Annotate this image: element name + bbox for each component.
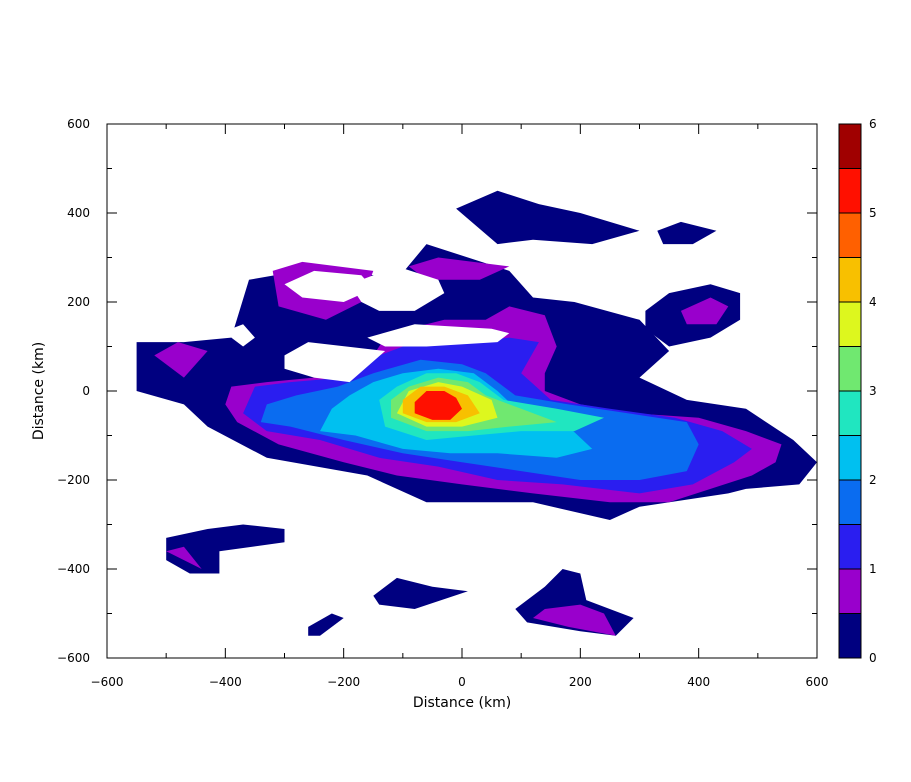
- colorbar-cell-2: [838, 524, 862, 570]
- y-tick-label: 600: [67, 117, 90, 131]
- contour-region-level-1-9: [154, 342, 208, 378]
- colorbar-cell-6: [838, 346, 862, 392]
- y-tick-label: 0: [82, 384, 90, 398]
- colorbar-label: 1: [869, 562, 877, 576]
- contour-region-level-1-11: [408, 257, 510, 280]
- x-tick-label: 200: [569, 675, 592, 689]
- contour-gap-4: [367, 324, 510, 347]
- y-axis-ticks: 600 400 200 0 −200 −400 −600: [57, 117, 817, 665]
- contour-region-level-1-12: [680, 297, 729, 325]
- colorbar-label: 4: [869, 295, 877, 309]
- contour-fills: [136, 190, 818, 636]
- colorbar-cell-7: [838, 301, 862, 347]
- y-axis-label: Distance (km): [31, 342, 47, 440]
- colorbar: 0 1 2 3 4 5 6: [838, 117, 877, 665]
- contour-gap-0: [284, 270, 374, 302]
- contour-region-level-10-22: [414, 391, 462, 420]
- y-tick-label: −400: [57, 562, 90, 576]
- x-tick-label: 0: [458, 675, 466, 689]
- x-tick-label: −200: [327, 675, 360, 689]
- y-tick-label: 200: [67, 295, 90, 309]
- contour-gap-1: [284, 342, 386, 383]
- colorbar-cell-11: [838, 123, 862, 169]
- contour-region-level-0-5: [373, 577, 468, 609]
- contour-region-level-0-4: [166, 524, 285, 574]
- x-axis-ticks: −600 −400 −200 0 200 400 600: [91, 124, 829, 689]
- contour-gap-2: [231, 324, 255, 347]
- y-tick-label: −200: [57, 473, 90, 487]
- colorbar-cell-4: [838, 435, 862, 481]
- colorbar-ticks: 0 1 2 3 4 5 6: [869, 117, 877, 665]
- colorbar-cell-0: [838, 613, 862, 659]
- x-tick-label: 600: [806, 675, 829, 689]
- contour-region-level-0-6: [308, 613, 344, 636]
- colorbar-cell-10: [838, 168, 862, 214]
- colorbar-cell-9: [838, 212, 862, 258]
- y-tick-label: 400: [67, 206, 90, 220]
- x-tick-label: −600: [91, 675, 124, 689]
- x-tick-label: 400: [687, 675, 710, 689]
- colorbar-label: 5: [869, 206, 877, 220]
- contour-region-level-0-2: [657, 221, 717, 245]
- contour-region-level-0-1: [456, 190, 640, 245]
- contour-region-level-1-14: [166, 546, 202, 569]
- x-tick-label: −400: [209, 675, 242, 689]
- colorbar-label: 6: [869, 117, 877, 131]
- colorbar-label: 2: [869, 473, 877, 487]
- contour-region-level-1-13: [533, 604, 616, 636]
- colorbar-label: 0: [869, 651, 877, 665]
- colorbar-cell-3: [838, 479, 862, 525]
- colorbar-cell-1: [838, 568, 862, 614]
- contour-gap-3: [349, 266, 445, 311]
- colorbar-label: 3: [869, 384, 877, 398]
- colorbar-cell-5: [838, 390, 862, 436]
- colorbar-cells: [838, 123, 862, 659]
- plot-area: −600 −400 −200 0 200 400 600 600 400 200 0 −200 −40…: [57, 117, 828, 689]
- colorbar-cell-8: [838, 257, 862, 303]
- x-axis-label: Distance (km): [413, 695, 511, 711]
- y-tick-label: −600: [57, 651, 90, 665]
